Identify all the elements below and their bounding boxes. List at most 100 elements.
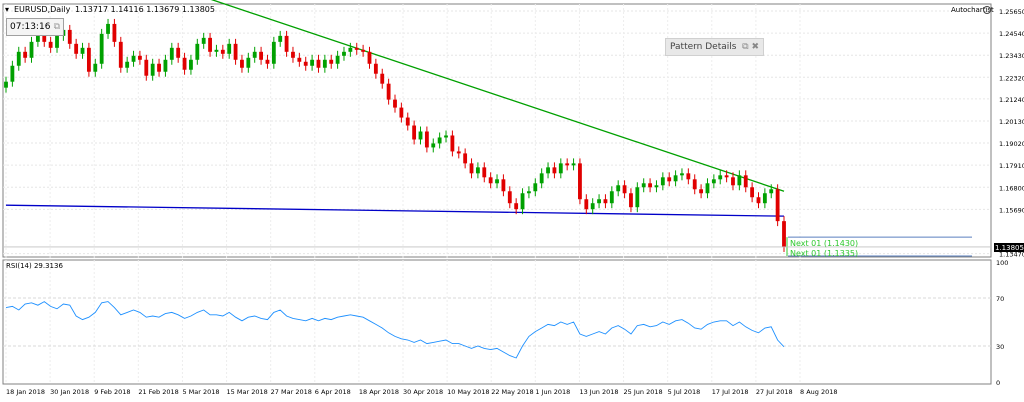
next-label-1: Next 01 (1.1430) <box>790 239 858 248</box>
autochartist-label[interactable]: Autochartist <box>951 6 994 14</box>
candle-body <box>67 29 72 44</box>
y-tick-label: 1.23430 <box>999 52 1024 60</box>
candle-body <box>163 59 168 72</box>
candle-body <box>271 41 276 64</box>
candle-body <box>322 59 327 68</box>
x-tick-label: 25 Jun 2018 <box>624 388 663 396</box>
rsi-label: RSI(14) 29.3136 <box>6 262 63 270</box>
candle-body <box>603 199 608 204</box>
candle-body <box>622 185 627 194</box>
candle-body <box>157 63 161 72</box>
candle-body <box>546 167 550 174</box>
grid <box>3 4 991 382</box>
candle-body <box>686 173 691 180</box>
candle-body <box>571 163 576 166</box>
trend-line <box>210 0 785 192</box>
candle-body <box>16 51 21 66</box>
y-tick-label: 1.20130 <box>999 118 1024 126</box>
pattern-controls[interactable]: ⧉ ✖ <box>742 39 759 55</box>
candle-body <box>233 43 238 60</box>
candle-body <box>189 59 193 70</box>
restore-icon[interactable]: ⧉ <box>742 42 749 52</box>
candle-body <box>520 193 525 210</box>
x-tick-label: 30 Jan 2018 <box>50 388 89 396</box>
candle-body <box>297 57 302 62</box>
y-tick-label: 1.17910 <box>999 162 1024 170</box>
close-icon[interactable]: ✖ <box>751 42 759 52</box>
candle-body <box>756 197 761 204</box>
autochartist-icon[interactable] <box>983 6 991 14</box>
candle-body <box>10 65 15 82</box>
candle-body <box>514 203 519 210</box>
price-tag <box>994 243 1024 252</box>
candle-body <box>240 59 244 68</box>
x-tick-label: 27 Mar 2018 <box>271 388 312 396</box>
next-label-2: Next 01 (1.1335) <box>790 249 858 258</box>
candle-body <box>278 35 283 42</box>
candle-body <box>635 187 640 208</box>
candle-body <box>769 189 774 194</box>
candle-body <box>220 49 225 54</box>
candle-body <box>259 51 263 60</box>
restore-icon[interactable]: ⧉ <box>53 22 60 32</box>
countdown-timer: 07:13:16 ⧉ <box>6 18 64 36</box>
candle-body <box>150 63 155 76</box>
candle-body <box>23 51 28 58</box>
x-tick-label: 17 Jul 2018 <box>712 388 749 396</box>
x-tick-label: 13 Jun 2018 <box>579 388 618 396</box>
candle-body <box>507 191 512 204</box>
candle-body <box>737 175 742 186</box>
y-tick-label: 1.22320 <box>999 74 1024 82</box>
candle-body <box>118 41 123 68</box>
candle-body <box>424 131 429 148</box>
rsi-tick-label: 100 <box>996 259 1008 267</box>
candle-body <box>80 47 85 54</box>
candle-body <box>214 49 219 52</box>
candle-body <box>201 37 206 44</box>
candle-body <box>310 59 315 66</box>
candle-body <box>195 43 200 60</box>
candle-body <box>106 23 110 34</box>
candle-body <box>418 131 423 140</box>
candle-body <box>692 179 697 190</box>
candle-body <box>138 55 142 60</box>
candle-body <box>648 183 652 188</box>
candle-body <box>367 51 372 64</box>
candle-body <box>55 35 59 48</box>
rsi-pane[interactable] <box>2 259 992 385</box>
x-tick-label: 8 Aug 2018 <box>800 388 838 396</box>
candle-body <box>539 173 544 184</box>
candle-body <box>74 43 79 54</box>
rsi-indicator <box>3 297 991 359</box>
candle-body <box>246 57 251 68</box>
pattern-details-label: Pattern Details <box>670 42 737 52</box>
y-tick-label: 1.21240 <box>999 96 1024 104</box>
candle-body <box>456 151 461 154</box>
support-line-layer <box>5 204 785 217</box>
candle-body <box>584 199 589 210</box>
candle-body <box>718 175 723 180</box>
candle-body <box>86 47 91 72</box>
candle-body <box>316 59 321 68</box>
candle-body <box>667 177 672 182</box>
x-tick-label: 22 May 2018 <box>491 388 533 396</box>
y-tick-label: 1.24540 <box>999 30 1024 38</box>
candle-body <box>29 41 34 58</box>
pattern-details-panel[interactable]: Pattern Details ⧉ ✖ <box>665 38 764 56</box>
x-tick-label: 15 Mar 2018 <box>227 388 268 396</box>
y-tick-label: 1.25650 <box>999 8 1024 16</box>
candle-body <box>578 163 582 200</box>
candle-body <box>284 35 289 52</box>
candle-body <box>629 193 633 208</box>
candle-body <box>469 163 474 174</box>
dropdown-arrow-icon[interactable]: ▾ <box>5 5 9 14</box>
y-tick-label: 1.19020 <box>999 140 1024 148</box>
candle-body <box>680 173 684 176</box>
rsi-tick-label: 30 <box>996 343 1004 351</box>
candle-body <box>475 167 480 174</box>
ohlc-values: 1.13717 1.14116 1.13679 1.13805 <box>75 5 215 14</box>
candle-body <box>590 203 595 210</box>
candle-body <box>724 175 729 178</box>
price-pane[interactable] <box>2 3 992 258</box>
